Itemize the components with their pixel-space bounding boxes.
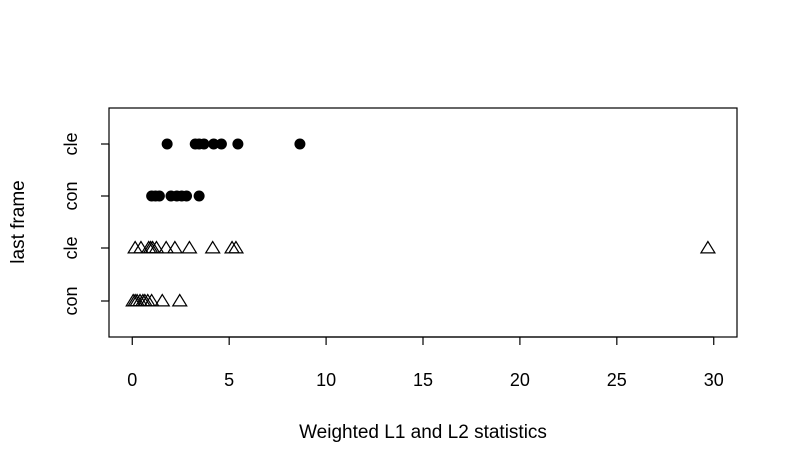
open-triangle-point [166,240,183,254]
x-tick-label: 15 [413,370,433,390]
y-tick-label: cle [61,132,81,155]
x-tick-label: 30 [704,370,724,390]
open-triangle-point [699,240,716,254]
y-axis: con cle con cle [61,132,110,316]
x-tick-label: 10 [316,370,336,390]
filled-circle-point [294,138,306,150]
y-tick-label: con [61,181,81,210]
open-triangle-point [181,240,198,254]
open-triangle-point [158,240,175,254]
open-triangle-point [171,293,188,307]
y-tick-label: cle [61,236,81,259]
filled-circle-point [193,190,205,202]
filled-circle-point [232,138,244,150]
open-triangle-point [132,240,150,254]
data-points [125,138,716,307]
open-triangle-point [227,240,245,254]
filled-circle-point [153,190,165,202]
x-tick-label: 25 [607,370,627,390]
open-triangle-point [204,240,221,254]
x-tick-label: 0 [127,370,137,390]
open-triangle-point [148,240,165,254]
x-tick-label: 5 [224,370,234,390]
filled-circle-point [215,138,227,150]
filled-circle-point [181,190,193,202]
open-triangle-point [143,293,160,307]
filled-circle-point [161,138,173,150]
x-tick-label: 20 [510,370,530,390]
x-axis-title: Weighted L1 and L2 statistics [299,422,547,443]
open-triangle-point [154,293,171,307]
filled-circle-point [198,138,210,150]
y-axis-title: last frame [8,180,29,263]
filled-circle-point [208,138,220,150]
x-axis: 0 5 10 15 20 25 30 [127,336,724,390]
y-tick-label: con [61,286,81,315]
